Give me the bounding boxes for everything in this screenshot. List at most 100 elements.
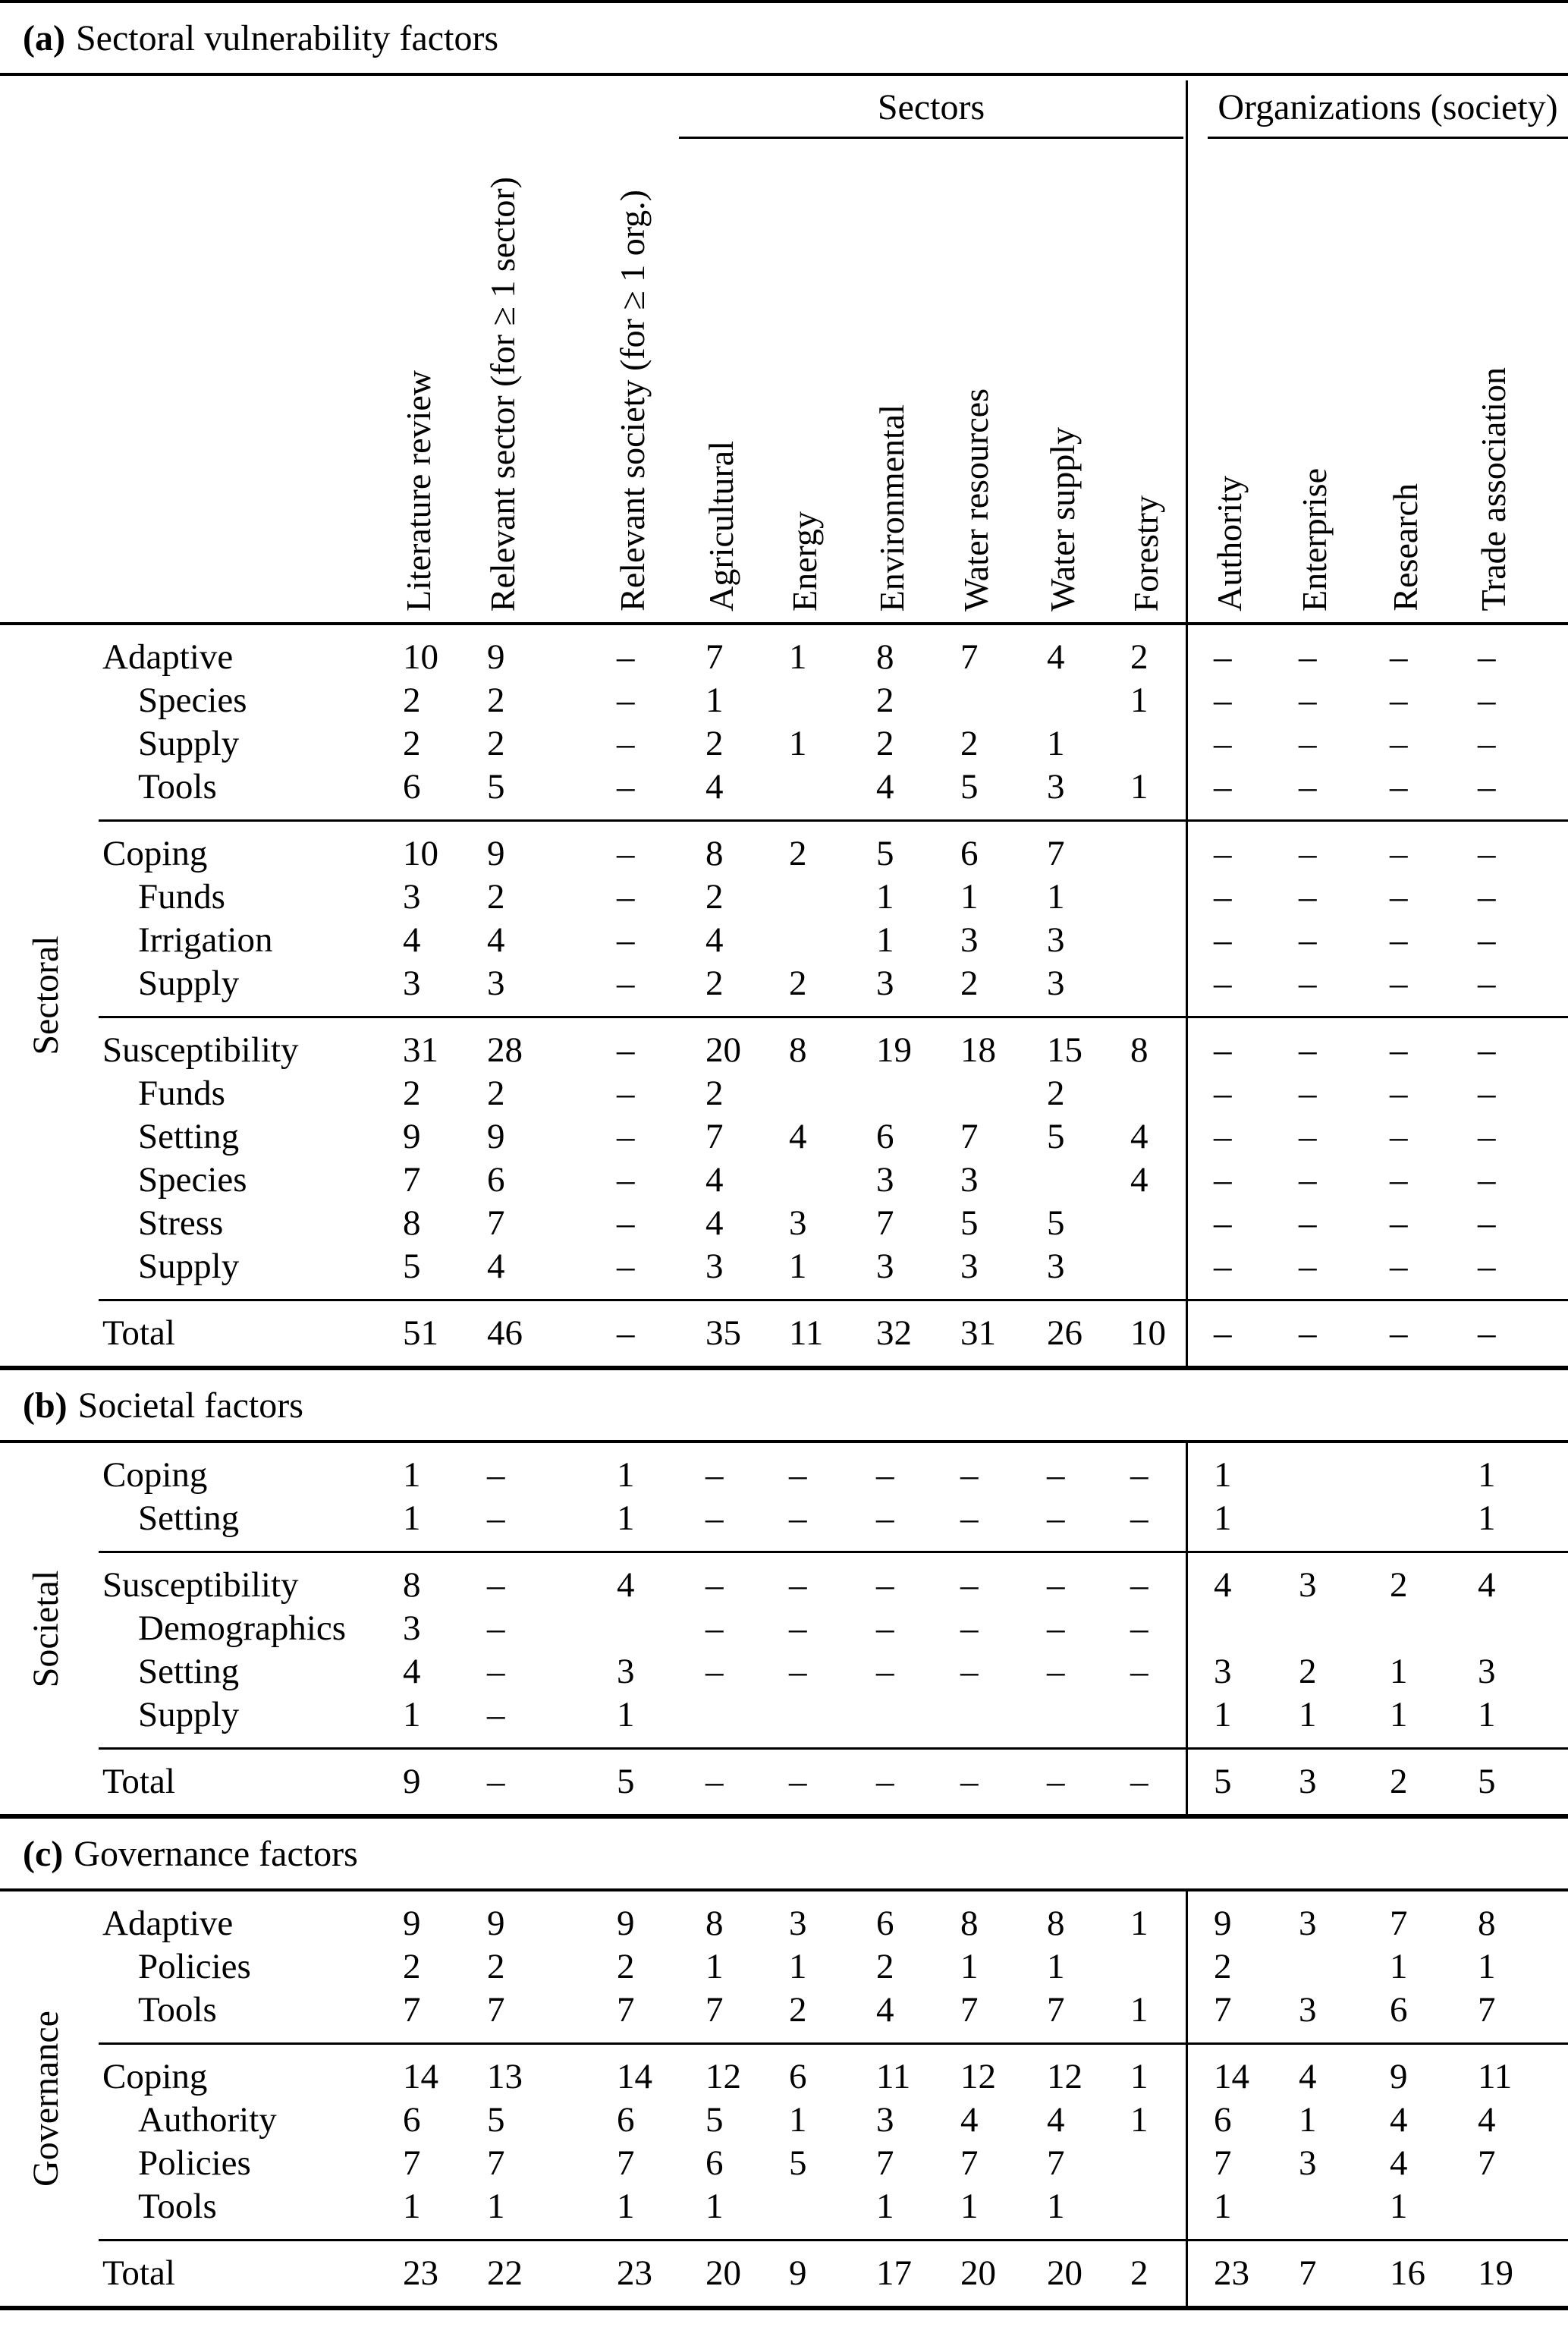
table-row: Total 51 46 – 35 11 32 31 26 10 – – – – — [0, 1312, 1568, 1355]
cell: 9 — [487, 834, 505, 873]
cell: 2 — [705, 877, 724, 917]
cell: 2 — [960, 964, 979, 1003]
table-row: Susceptibility 31 28 – 20 8 19 18 15 8 – – – – — [0, 1029, 1568, 1072]
cell: 10 — [403, 834, 438, 873]
cell: – — [1390, 1074, 1408, 1113]
row-label: Supply — [138, 1695, 240, 1734]
cell: 1 — [1130, 2057, 1149, 2096]
table-row: Total 9 – 5 – – – – – – 5 3 2 5 — [0, 1760, 1568, 1803]
cell: 9 — [403, 1904, 421, 1943]
cell: 2 — [487, 1947, 505, 1986]
column-header: Authority — [1210, 476, 1249, 612]
cell: 14 — [617, 2057, 652, 2096]
cell: – — [617, 1030, 635, 1070]
cell: – — [1214, 1313, 1232, 1353]
cell: 3 — [403, 1608, 421, 1648]
cell: 2 — [1130, 2253, 1149, 2293]
cell: 4 — [876, 1990, 894, 2030]
cell: 10 — [1130, 1313, 1166, 1353]
group-separator-rule — [99, 1747, 1568, 1750]
row-label: Funds — [138, 1074, 225, 1113]
cell: 8 — [705, 834, 724, 873]
cell: 6 — [487, 1160, 505, 1200]
column-divider-line — [1186, 625, 1188, 1366]
row-label: Total — [102, 2253, 175, 2293]
table-row: Tools 1 1 1 1 1 1 1 1 1 — [0, 2185, 1568, 2228]
cell: – — [1214, 1074, 1232, 1113]
section-c-title: (c) Governance factors — [0, 1819, 1568, 1888]
row-label: Species — [138, 1160, 247, 1200]
cell: 3 — [1047, 1247, 1065, 1286]
cell: 7 — [960, 637, 979, 677]
cell: 1 — [1130, 2100, 1149, 2140]
cell: – — [960, 1652, 979, 1691]
cell: 1 — [1214, 1695, 1232, 1734]
cell: 7 — [403, 1990, 421, 2030]
cell: – — [487, 1762, 505, 1801]
cell: 6 — [403, 2100, 421, 2140]
group-separator-rule — [99, 2239, 1568, 2241]
section-c-letter: (c) — [23, 1833, 64, 1874]
cell: 12 — [1047, 2057, 1083, 2096]
cell: – — [876, 1762, 894, 1801]
cell: – — [487, 1565, 505, 1605]
cell: 1 — [789, 724, 807, 763]
cell: 8 — [1130, 1030, 1149, 1070]
cell: 1 — [1047, 1947, 1065, 1986]
column-header: Water supply — [1043, 427, 1082, 612]
cell: 14 — [1214, 2057, 1249, 2096]
cell: 5 — [876, 834, 894, 873]
cell: 4 — [1390, 2100, 1408, 2140]
cell: 4 — [1390, 2143, 1408, 2183]
cell: 9 — [1214, 1904, 1232, 1943]
cell: – — [1478, 877, 1496, 917]
cell: 32 — [876, 1313, 912, 1353]
column-header: Literature review — [399, 370, 438, 612]
cell: 1 — [403, 1498, 421, 1538]
cell: 7 — [876, 2143, 894, 2183]
cell: – — [487, 1608, 505, 1648]
row-label: Tools — [138, 2187, 217, 2226]
cell: – — [1130, 1565, 1149, 1605]
cell: 5 — [617, 1762, 635, 1801]
cell: – — [960, 1565, 979, 1605]
cell: 1 — [617, 1455, 635, 1495]
cell: – — [617, 1160, 635, 1200]
row-label: Supply — [138, 964, 240, 1003]
cell: 23 — [617, 2253, 652, 2293]
rule-below-title-a — [0, 73, 1568, 76]
rule-section-a-end — [0, 1366, 1568, 1370]
cell: – — [960, 1608, 979, 1648]
cell: 17 — [876, 2253, 912, 2293]
cell: 7 — [487, 1203, 505, 1243]
cell: 9 — [403, 1762, 421, 1801]
cell: – — [1390, 920, 1408, 960]
cell: 8 — [789, 1030, 807, 1070]
cell: 6 — [705, 2143, 724, 2183]
cell: – — [1299, 877, 1317, 917]
cell: 8 — [1047, 1904, 1065, 1943]
row-label: Total — [102, 1313, 175, 1353]
cell: 1 — [876, 877, 894, 917]
cell: – — [1390, 834, 1408, 873]
table-row: Tools 7 7 7 7 2 4 7 7 1 7 3 6 7 — [0, 1989, 1568, 2032]
cell: 4 — [617, 1565, 635, 1605]
cell: – — [1299, 1313, 1317, 1353]
cell: 5 — [1047, 1117, 1065, 1156]
cell: 8 — [876, 637, 894, 677]
cell: 2 — [487, 724, 505, 763]
cell: 46 — [487, 1313, 523, 1353]
table-row: Total 23 22 23 20 9 17 20 20 2 23 7 16 19 — [0, 2252, 1568, 2295]
cell: – — [1214, 1247, 1232, 1286]
cell: 1 — [960, 877, 979, 917]
cell: – — [705, 1455, 724, 1495]
row-label: Irrigation — [138, 920, 273, 960]
total-row-group: Total 23 22 23 20 9 17 20 20 2 23 7 16 19 — [0, 2241, 1568, 2306]
cell: 1 — [403, 1695, 421, 1734]
cell: 4 — [705, 920, 724, 960]
cell: 1 — [789, 637, 807, 677]
cell: 3 — [487, 964, 505, 1003]
row-group: Susceptibility 8–4– – – – – –4 3 2 4 Demographics 3… — [0, 1553, 1568, 1747]
cell: – — [617, 1117, 635, 1156]
cell: 4 — [705, 767, 724, 807]
